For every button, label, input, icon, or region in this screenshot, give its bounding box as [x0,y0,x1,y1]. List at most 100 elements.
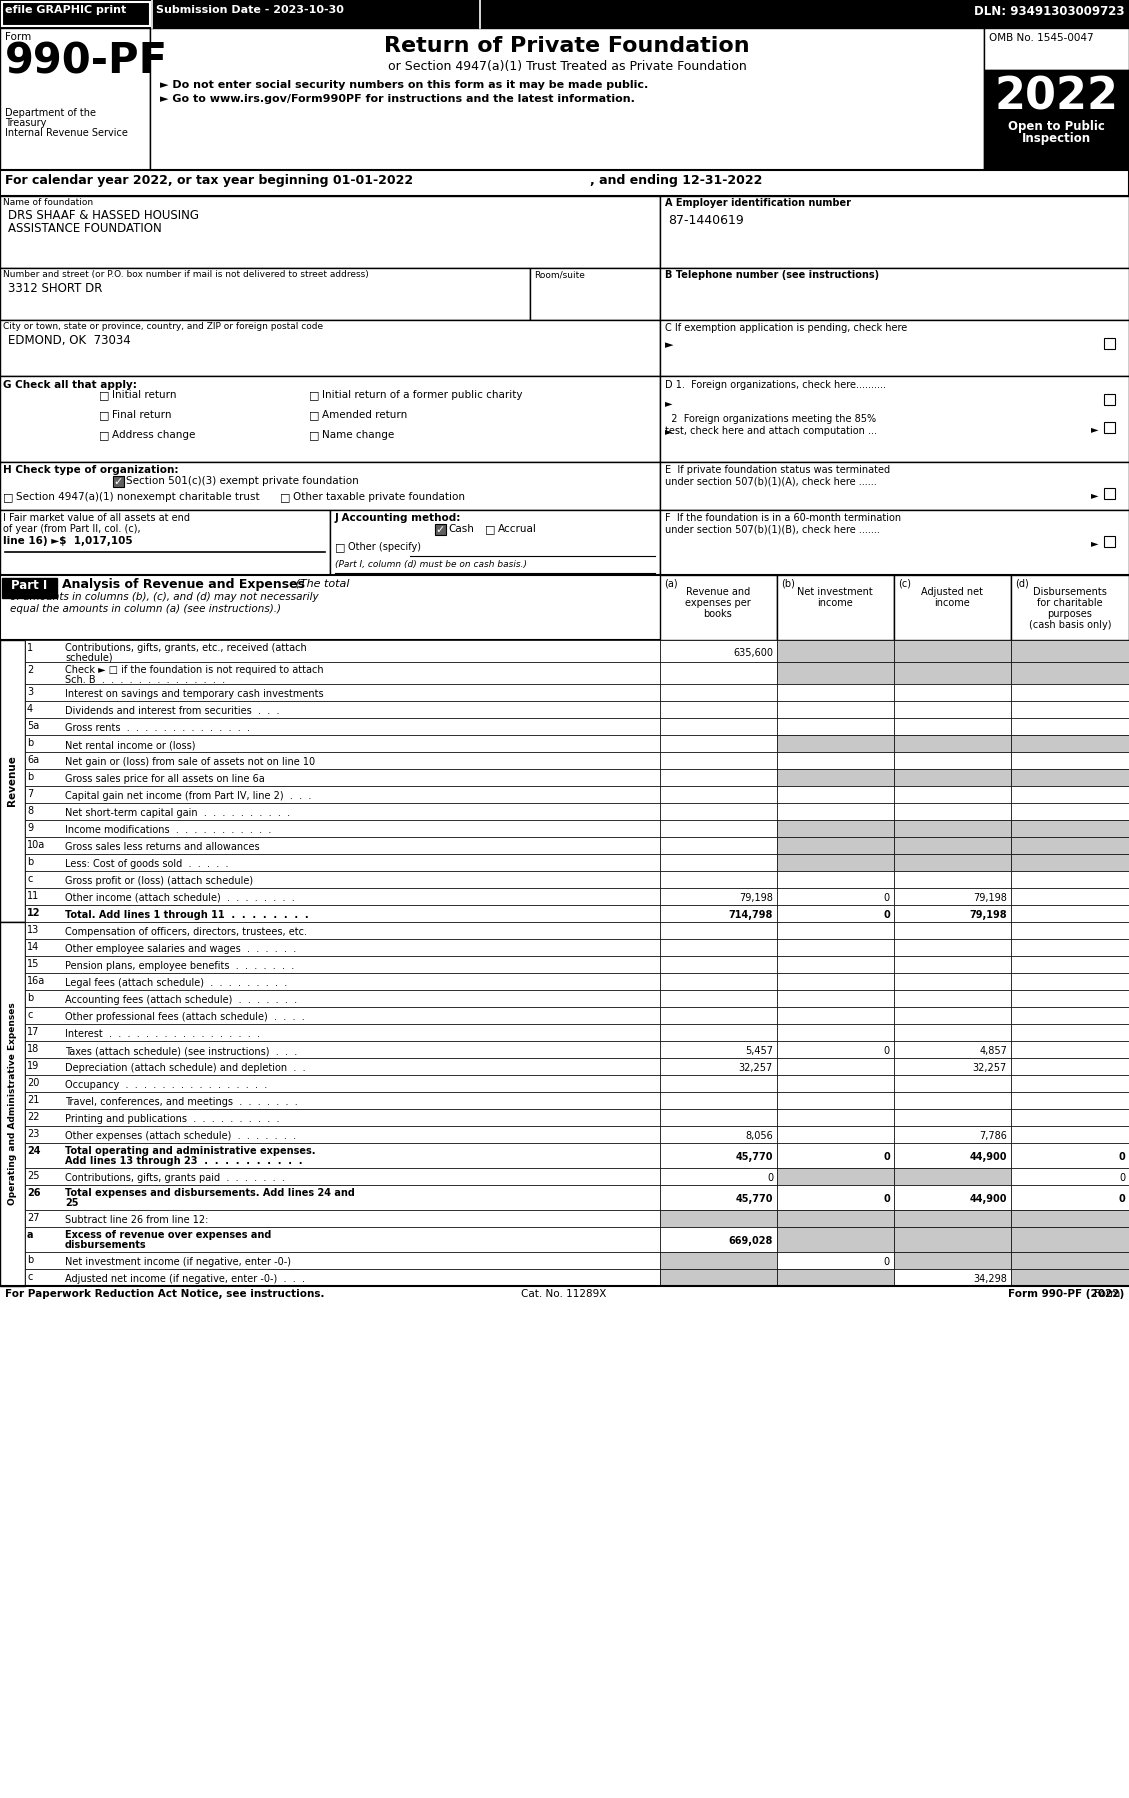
Text: Revenue: Revenue [8,755,18,807]
Bar [1104,338,1115,349]
Bar [1010,854,1129,870]
Bar [25,854,660,870]
Text: Legal fees (attach schedule)  .  .  .  .  .  .  .  .  .: Legal fees (attach schedule) . . . . . .… [65,978,287,987]
Bar [894,1075,1010,1091]
Bar [894,735,1010,752]
Bar [777,683,894,701]
Text: test, check here and attach computation ...: test, check here and attach computation … [665,426,877,435]
Bar [894,991,1010,1007]
Text: 5a: 5a [27,721,40,732]
Text: Form: Form [5,32,32,41]
Text: c: c [27,1271,33,1282]
Bar [25,1226,660,1251]
Bar [660,701,777,717]
Text: ✓: ✓ [114,476,123,487]
Bar [1010,922,1129,939]
Text: income: income [817,599,852,608]
Text: D 1.  Foreign organizations, check here..........: D 1. Foreign organizations, check here..… [665,379,886,390]
Bar [660,804,777,820]
Text: 22: 22 [27,1111,40,1122]
Bar [25,1007,660,1025]
Text: G Check all that apply:: G Check all that apply: [3,379,137,390]
Bar [894,683,1010,701]
Text: 8,056: 8,056 [745,1131,773,1142]
Text: Capital gain net income (from Part IV, line 2)  .  .  .: Capital gain net income (from Part IV, l… [65,791,312,800]
Bar [777,1025,894,1041]
Text: 635,600: 635,600 [733,647,773,658]
Text: 45,770: 45,770 [735,1153,773,1162]
Text: Inspection: Inspection [1022,131,1091,146]
Text: 79,198: 79,198 [973,894,1007,903]
Bar [1010,752,1129,770]
Bar [1010,786,1129,804]
Text: □: □ [99,430,110,441]
Bar [25,820,660,838]
Bar [894,904,1010,922]
Text: Contributions, gifts, grants, etc., received (attach: Contributions, gifts, grants, etc., rece… [65,644,307,653]
Text: Contributions, gifts, grants paid  .  .  .  .  .  .  .: Contributions, gifts, grants paid . . . … [65,1172,285,1183]
Text: B Telephone number (see instructions): B Telephone number (see instructions) [665,270,879,280]
Text: 0: 0 [1118,1194,1124,1205]
Bar [777,1269,894,1286]
Text: Sch. B  .  .  .  .  .  .  .  .  .  .  .  .  .  .: Sch. B . . . . . . . . . . . . . . [65,674,225,685]
Text: EDMOND, OK  73034: EDMOND, OK 73034 [8,334,131,347]
Bar [777,1109,894,1126]
Text: Accounting fees (attach schedule)  .  .  .  .  .  .  .: Accounting fees (attach schedule) . . . … [65,994,297,1005]
Text: □: □ [485,523,496,534]
Bar [660,1210,777,1226]
Text: books: books [703,610,733,619]
Text: Part I: Part I [11,579,47,592]
Text: Other taxable private foundation: Other taxable private foundation [294,493,465,502]
Text: Total operating and administrative expenses.: Total operating and administrative expen… [65,1145,315,1156]
Text: Pension plans, employee benefits  .  .  .  .  .  .  .: Pension plans, employee benefits . . . .… [65,960,295,971]
Bar [777,973,894,991]
Text: 26: 26 [27,1188,41,1197]
Text: a: a [27,1230,34,1241]
Bar [660,196,1129,268]
Text: Section 4947(a)(1) nonexempt charitable trust: Section 4947(a)(1) nonexempt charitable … [16,493,260,502]
Text: Total expenses and disbursements. Add lines 24 and: Total expenses and disbursements. Add li… [65,1188,355,1197]
Text: 4,857: 4,857 [979,1046,1007,1055]
Bar [894,1144,1010,1169]
Bar [0,29,150,171]
Bar [894,1007,1010,1025]
Text: Gross sales less returns and allowances: Gross sales less returns and allowances [65,841,260,852]
Text: 16a: 16a [27,976,45,985]
Bar [0,196,660,268]
Text: Net short-term capital gain  .  .  .  .  .  .  .  .  .  .: Net short-term capital gain . . . . . . … [65,807,290,818]
Text: 0: 0 [883,910,890,921]
Bar [894,1041,1010,1057]
Bar [1010,904,1129,922]
Text: c: c [27,874,33,885]
Text: of year (from Part II, col. (c),: of year (from Part II, col. (c), [3,523,141,534]
Bar [777,991,894,1007]
Bar [435,523,446,536]
Bar [660,904,777,922]
Bar [1104,423,1115,433]
Text: □: □ [280,493,290,502]
Text: 7,786: 7,786 [979,1131,1007,1142]
Bar [894,1185,1010,1210]
Text: Other (specify): Other (specify) [348,541,421,552]
Bar [660,786,777,804]
Text: 990-PF: 990-PF [5,41,168,83]
Text: 1: 1 [27,644,33,653]
Text: 2  Foreign organizations meeting the 85%: 2 Foreign organizations meeting the 85% [665,414,876,424]
Text: Analysis of Revenue and Expenses: Analysis of Revenue and Expenses [62,577,305,592]
Bar [777,1210,894,1226]
Text: b: b [27,1255,33,1266]
Text: □: □ [335,541,345,552]
Text: H Check type of organization:: H Check type of organization: [3,466,178,475]
Text: □: □ [99,410,110,421]
Bar [777,640,894,662]
Text: Room/suite: Room/suite [534,270,585,279]
Text: Add lines 13 through 23  .  .  .  .  .  .  .  .  .  .: Add lines 13 through 23 . . . . . . . . … [65,1156,303,1165]
Bar [660,511,1129,575]
Bar [0,575,1129,640]
Text: or Section 4947(a)(1) Trust Treated as Private Foundation: or Section 4947(a)(1) Trust Treated as P… [387,59,746,74]
Text: Depreciation (attach schedule) and depletion  .  .: Depreciation (attach schedule) and deple… [65,1063,306,1073]
Bar [660,854,777,870]
Bar [1010,701,1129,717]
Text: 3: 3 [27,687,33,698]
Bar [1010,735,1129,752]
